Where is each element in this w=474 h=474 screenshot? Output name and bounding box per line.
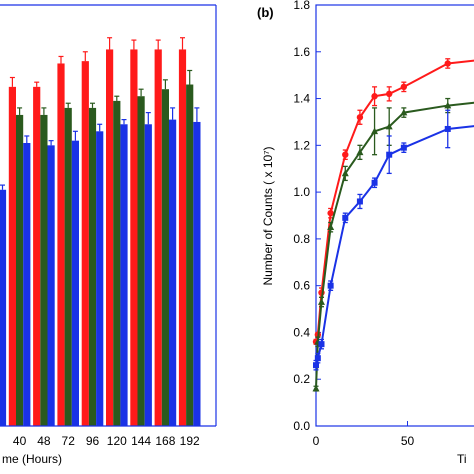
y-tick-label: 0.6 — [293, 279, 310, 293]
bar — [16, 114, 24, 426]
data-point — [371, 93, 378, 100]
x-tick-label: 0 — [313, 434, 320, 448]
y-ticks-b: 0.0 0.2 0.4 0.6 0.8 1.0 1.2 1.4 1.6 1.8 — [293, 0, 321, 433]
data-point — [317, 298, 325, 305]
data-point — [318, 341, 325, 348]
y-tick-label: 1.6 — [293, 45, 310, 59]
data-point — [327, 223, 335, 230]
y-tick-label: 1.0 — [293, 185, 310, 199]
bar — [120, 124, 128, 427]
x-tick-label: 120 — [107, 434, 127, 448]
data-point — [386, 90, 393, 98]
bar — [40, 114, 48, 426]
bar — [161, 89, 169, 426]
bar — [8, 86, 16, 426]
data-point — [400, 144, 407, 151]
y-tick-label: 0.8 — [293, 232, 310, 246]
data-point — [444, 125, 451, 132]
data-point — [371, 127, 379, 135]
data-point — [400, 83, 408, 91]
data-point — [386, 151, 393, 158]
data-point — [313, 362, 319, 369]
y-tick-label: 0.0 — [293, 419, 310, 433]
y-tick-label: 0.4 — [293, 325, 310, 339]
bar — [64, 107, 72, 427]
series-group-b — [312, 58, 474, 392]
bar — [47, 145, 55, 427]
data-point — [327, 282, 334, 289]
series-line — [315, 125, 474, 366]
data-point — [342, 151, 349, 158]
x-axis-label-a: me (Hours) — [2, 452, 62, 466]
data-point — [314, 355, 321, 362]
x-tick-label: 168 — [155, 434, 175, 448]
y-tick-label: 1.8 — [293, 0, 310, 12]
bar — [0, 189, 7, 426]
data-point — [371, 179, 378, 186]
bar — [106, 49, 114, 426]
bars-group — [0, 37, 201, 427]
bar — [178, 49, 187, 426]
data-point — [444, 60, 451, 67]
data-point — [385, 122, 393, 130]
data-point — [356, 148, 364, 156]
data-point — [356, 198, 363, 205]
data-point — [444, 101, 452, 109]
x-ticks-b: 0 50 — [313, 421, 415, 448]
x-tick-label: 40 — [13, 434, 27, 448]
bar — [169, 119, 177, 426]
bar — [33, 86, 41, 426]
data-point — [341, 169, 349, 177]
bar — [154, 49, 162, 426]
plot-frame-b — [315, 4, 474, 427]
data-point — [327, 209, 334, 217]
y-tick-label: 1.4 — [293, 92, 310, 106]
bar — [186, 84, 194, 427]
data-point — [342, 214, 349, 221]
x-tick-label: 192 — [180, 434, 200, 448]
bar — [71, 140, 79, 426]
y-tick-label: 0.2 — [293, 372, 310, 386]
series-line — [315, 59, 474, 343]
bar — [113, 100, 121, 427]
bar — [88, 107, 97, 427]
bar — [137, 96, 145, 426]
panel-label-b: (b) — [257, 5, 274, 20]
data-point — [312, 384, 320, 392]
bar — [96, 131, 104, 427]
bar — [81, 61, 89, 427]
bar — [57, 63, 65, 426]
x-tick-label: 72 — [62, 434, 76, 448]
panel-a: 240487296120144168192 me (Hours) — [0, 4, 217, 466]
bar — [144, 124, 152, 427]
x-tick-label: 50 — [401, 434, 415, 448]
y-tick-label: 1.2 — [293, 138, 310, 152]
x-tick-label: 96 — [86, 434, 100, 448]
bar — [193, 121, 201, 426]
bar — [23, 142, 31, 426]
bar — [130, 49, 138, 426]
y-axis-label-b: Number of Counts ( x 10⁷) — [261, 146, 275, 285]
x-axis-label-b: Ti — [457, 452, 467, 466]
x-tick-label: 144 — [131, 434, 151, 448]
panel-b: (b) 0.0 0.2 0.4 0.6 0.8 1.0 1.2 1.4 1.6 1.8 0 50 N… — [257, 0, 474, 466]
data-point — [400, 108, 408, 116]
data-point — [356, 114, 364, 121]
x-ticks-a: 240487296120144168192 — [13, 434, 200, 448]
x-tick-label: 48 — [37, 434, 51, 448]
